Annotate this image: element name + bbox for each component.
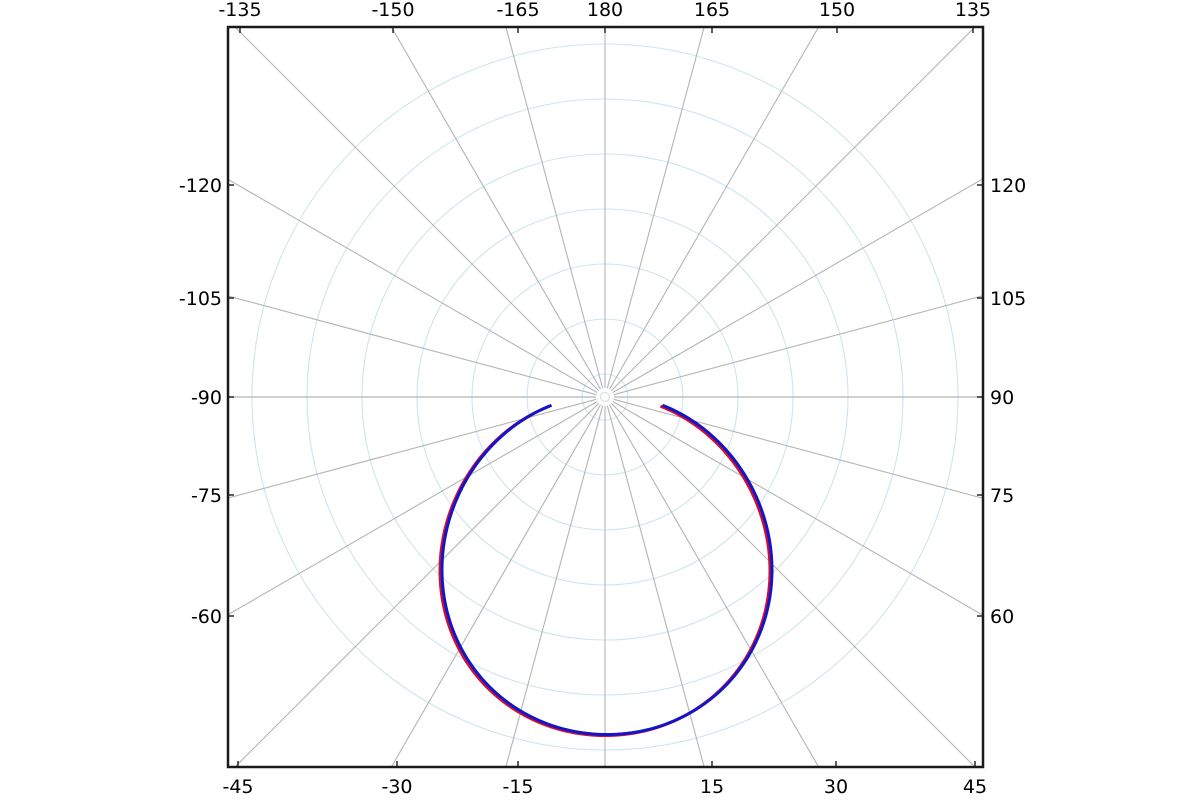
tick-label-left-0: -120: [179, 175, 222, 197]
left-axis-tick-labels: -120 -105 -90 -75 -60: [179, 175, 222, 628]
axis-tick-marks: [228, 27, 983, 767]
tick-label-left-2: -90: [191, 387, 222, 409]
grid-spoke-330deg: [612, 178, 983, 393]
tick-label-left-1: -105: [179, 288, 222, 310]
right-axis-tick-labels: 120 105 90 75 60: [990, 175, 1026, 628]
grid-spoke-345deg: [613, 295, 983, 396]
grid-spoke-120deg: [390, 404, 601, 767]
grid-spoke-195deg: [228, 295, 597, 396]
tick-label-top-5: 150: [819, 0, 855, 21]
grid-spoke-255deg: [505, 27, 604, 389]
tick-label-top-2: -165: [496, 0, 539, 21]
grid-spoke-300deg: [609, 27, 820, 390]
grid-spoke-135deg: [234, 402, 600, 767]
tick-label-right-2: 90: [990, 387, 1014, 409]
grid-spoke-285deg: [606, 27, 705, 389]
grid-spoke-225deg: [234, 27, 600, 392]
plot-area-group: [226, 25, 985, 769]
tick-label-top-6: 135: [955, 0, 991, 21]
tick-label-bottom-5: 45: [963, 776, 987, 798]
tick-label-top-3: 180: [587, 0, 623, 21]
grid-spoke-315deg: [610, 27, 976, 392]
grid-spoke-15deg: [613, 398, 983, 499]
tick-label-left-3: -75: [191, 485, 222, 507]
grid-spoke-240deg: [390, 27, 601, 390]
grid-spoke-60deg: [609, 404, 820, 767]
polar-grid-spokes: [228, 27, 983, 767]
grid-spoke-105deg: [505, 405, 604, 767]
top-axis-tick-labels: -135 -150 -165 180 165 150 135: [218, 0, 991, 21]
grid-spoke-45deg: [610, 402, 976, 767]
origin-inner-circle: [599, 391, 611, 403]
data-series-layer: [438, 403, 774, 738]
tick-label-bottom-0: -45: [222, 776, 253, 798]
tick-label-right-1: 105: [990, 288, 1026, 310]
grid-spoke-30deg: [612, 401, 983, 616]
bottom-axis-tick-labels: -45 -30 -15 15 30 45: [222, 776, 987, 798]
tick-label-right-0: 120: [990, 175, 1026, 197]
tick-label-top-4: 165: [694, 0, 730, 21]
tick-label-right-3: 75: [990, 485, 1014, 507]
grid-spoke-210deg: [228, 178, 598, 393]
grid-spoke-150deg: [228, 401, 598, 616]
tick-label-bottom-2: -15: [502, 776, 533, 798]
tick-label-bottom-1: -30: [381, 776, 412, 798]
grid-spoke-165deg: [228, 398, 597, 499]
grid-spoke-75deg: [606, 405, 705, 767]
tick-label-bottom-4: 30: [824, 776, 848, 798]
polar-origin-marker: [599, 391, 611, 403]
tick-label-bottom-3: 15: [700, 776, 724, 798]
tick-label-left-4: -60: [191, 606, 222, 628]
data-curve-series-blue: [440, 403, 774, 737]
tick-label-top-1: -150: [371, 0, 414, 21]
tick-label-top-0: -135: [218, 0, 261, 21]
tick-label-right-4: 60: [990, 606, 1014, 628]
